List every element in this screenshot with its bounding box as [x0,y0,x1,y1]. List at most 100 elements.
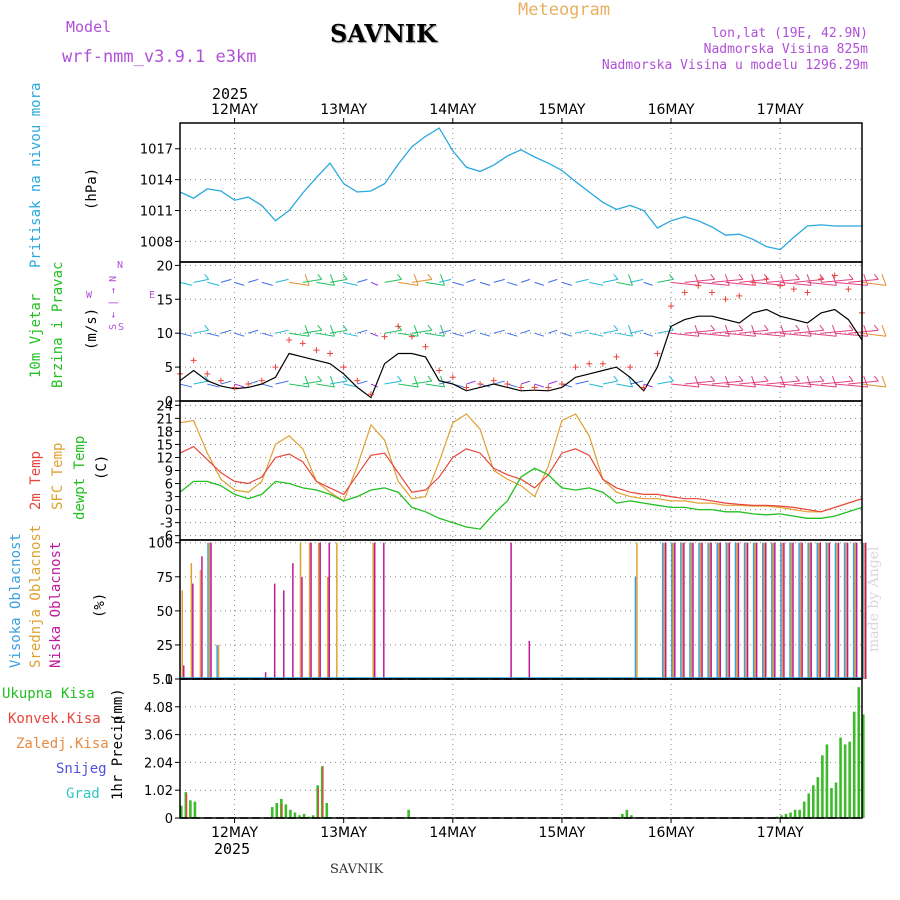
wind-barb-2-17 [411,278,432,283]
wind-gust-marker-37 [681,289,688,296]
cloud-bar-low-33 [701,542,703,679]
ytick-label-pressure-3: 1008 [140,235,173,250]
cloud-bar-mid-41 [772,542,775,679]
cloud-bar-mid-14 [336,542,338,679]
wind-gust-marker-46 [804,289,811,296]
cloud-bar-low-2 [201,556,203,679]
wind-barb-1-23 [493,329,505,334]
precip-bar-total-20 [270,807,274,818]
precip-bar-conv-22 [281,804,283,818]
precip-bar-total-133 [784,813,788,818]
wind-barb-flag-0-47 [848,375,854,382]
wind-barb-1-12 [343,332,358,337]
wind-barb-1-28 [561,332,573,337]
precip-bar-total-143 [830,788,833,818]
cloud-bar-mid-44 [799,542,802,679]
cloud-bar-low-9 [292,563,294,679]
wind-barb-flag-0-48 [863,375,869,388]
cloud-bar-high-31 [680,542,682,679]
wind-barb-flag-2-16 [413,274,419,286]
cloud-bar-mid-31 [681,542,684,679]
ytick-label-temperature-6: 6 [165,478,173,493]
wind-barb-2-3 [220,278,232,283]
wind-gust-marker-41 [736,292,743,299]
cloud-bar-low-22 [510,542,512,679]
wind-gust-marker-40 [722,296,729,303]
wind-barb-0-30 [589,383,604,388]
cloud-bar-low-32 [692,542,694,679]
station-title: SAVNIK [330,19,437,48]
cloud-bar-low-18 [383,542,385,679]
wind-barb-flag-2-9 [317,274,323,280]
wind-barb-flag-1-36 [694,325,700,337]
wind-barb-1-32 [616,332,633,337]
wind-gust-marker-10 [313,347,320,354]
wind-barb-flag-2-38 [724,274,730,286]
wind-barb-2-46 [807,281,837,286]
wind-barb-0-47 [821,380,854,385]
wind-barb-1-36 [670,332,700,337]
wind-gust-marker-4 [231,384,238,391]
precip-bar-total-21 [275,803,279,818]
wind-barb-flag-1-18 [440,325,445,337]
wind-barb-1-18 [425,332,445,337]
temp2m-line [179,445,863,513]
wind-barb-1-44 [780,332,812,337]
wind-gust-marker-3 [217,377,224,384]
cloud-bar-mid-34 [708,542,711,679]
wind-gust-marker-43 [763,275,770,282]
wind-barb-1-0 [179,332,193,337]
wind-gust-marker-20 [449,374,456,381]
wind-barb-flag-0-17 [427,375,433,382]
wind-barb-flag-2-39 [738,274,744,280]
wind-barb-flag-0-32 [628,375,633,388]
footer-station: SAVNIK [330,862,384,877]
wind-barb-0-3 [220,380,232,385]
wind-barb-2-9 [302,278,322,283]
wind-barb-0-18 [425,383,445,388]
wind-barb-0-27 [548,380,558,385]
wind-gust-marker-17 [408,333,415,340]
pressure-series-line [179,127,862,251]
wind-barb-0-15 [384,380,402,385]
cloud-bar-low-48 [837,542,840,679]
wind-barb-flag-2-31 [613,274,619,280]
wind-gust-marker-13 [354,377,361,384]
wind-barb-flag-0-40 [751,375,757,388]
wind-gust-marker-28 [558,381,565,388]
cloud-bar-mid-47 [827,542,829,679]
wind-barb-flag-1-44 [806,325,812,337]
wind-barb-2-16 [398,281,419,286]
ytick-label-precipitation-0: 5.1 [152,673,173,688]
cloud-bar-high-3 [207,542,209,679]
cloud-bar-high-32 [689,542,691,679]
cloud-bar-high-42 [780,542,782,679]
cloud-bar-mid-32 [690,542,693,679]
ytick-label-wind-4: 0 [165,395,173,410]
model-label: Model [66,18,112,36]
precip-bar-total-142 [825,744,829,818]
wind-barb-1-42 [752,332,785,337]
wind-barb-flag-2-50 [881,274,887,286]
precip-bar-total-25 [293,812,297,818]
ytick-label-wind-1: 15 [156,293,173,308]
wind-barb-flag-2-49 [873,274,879,280]
wind-barb-flag-2-42 [780,274,786,286]
wind-barb-0-2 [207,383,220,388]
wind-barb-2-0 [179,281,193,286]
cloud-bar-low-44 [801,542,803,679]
wind-barb-2-33 [630,278,644,283]
wind-compass-s: S [118,322,125,333]
wind-barb-1-2 [207,332,220,337]
cloud-bar-low-45 [810,542,812,679]
wind-barb-0-32 [616,383,633,388]
cloud-bar-low-35 [719,542,722,679]
wind-barb-2-25 [520,278,531,283]
cloud-bar-low-43 [792,542,794,679]
wind-barb-1-33 [630,329,644,334]
cloud-bar-mid-13 [326,576,329,679]
precip-bar-total-149 [857,687,861,818]
year-bottom: 2025 [214,840,251,858]
wind-barb-flag-2-1 [204,274,210,280]
wind-barb-2-49 [848,278,879,283]
